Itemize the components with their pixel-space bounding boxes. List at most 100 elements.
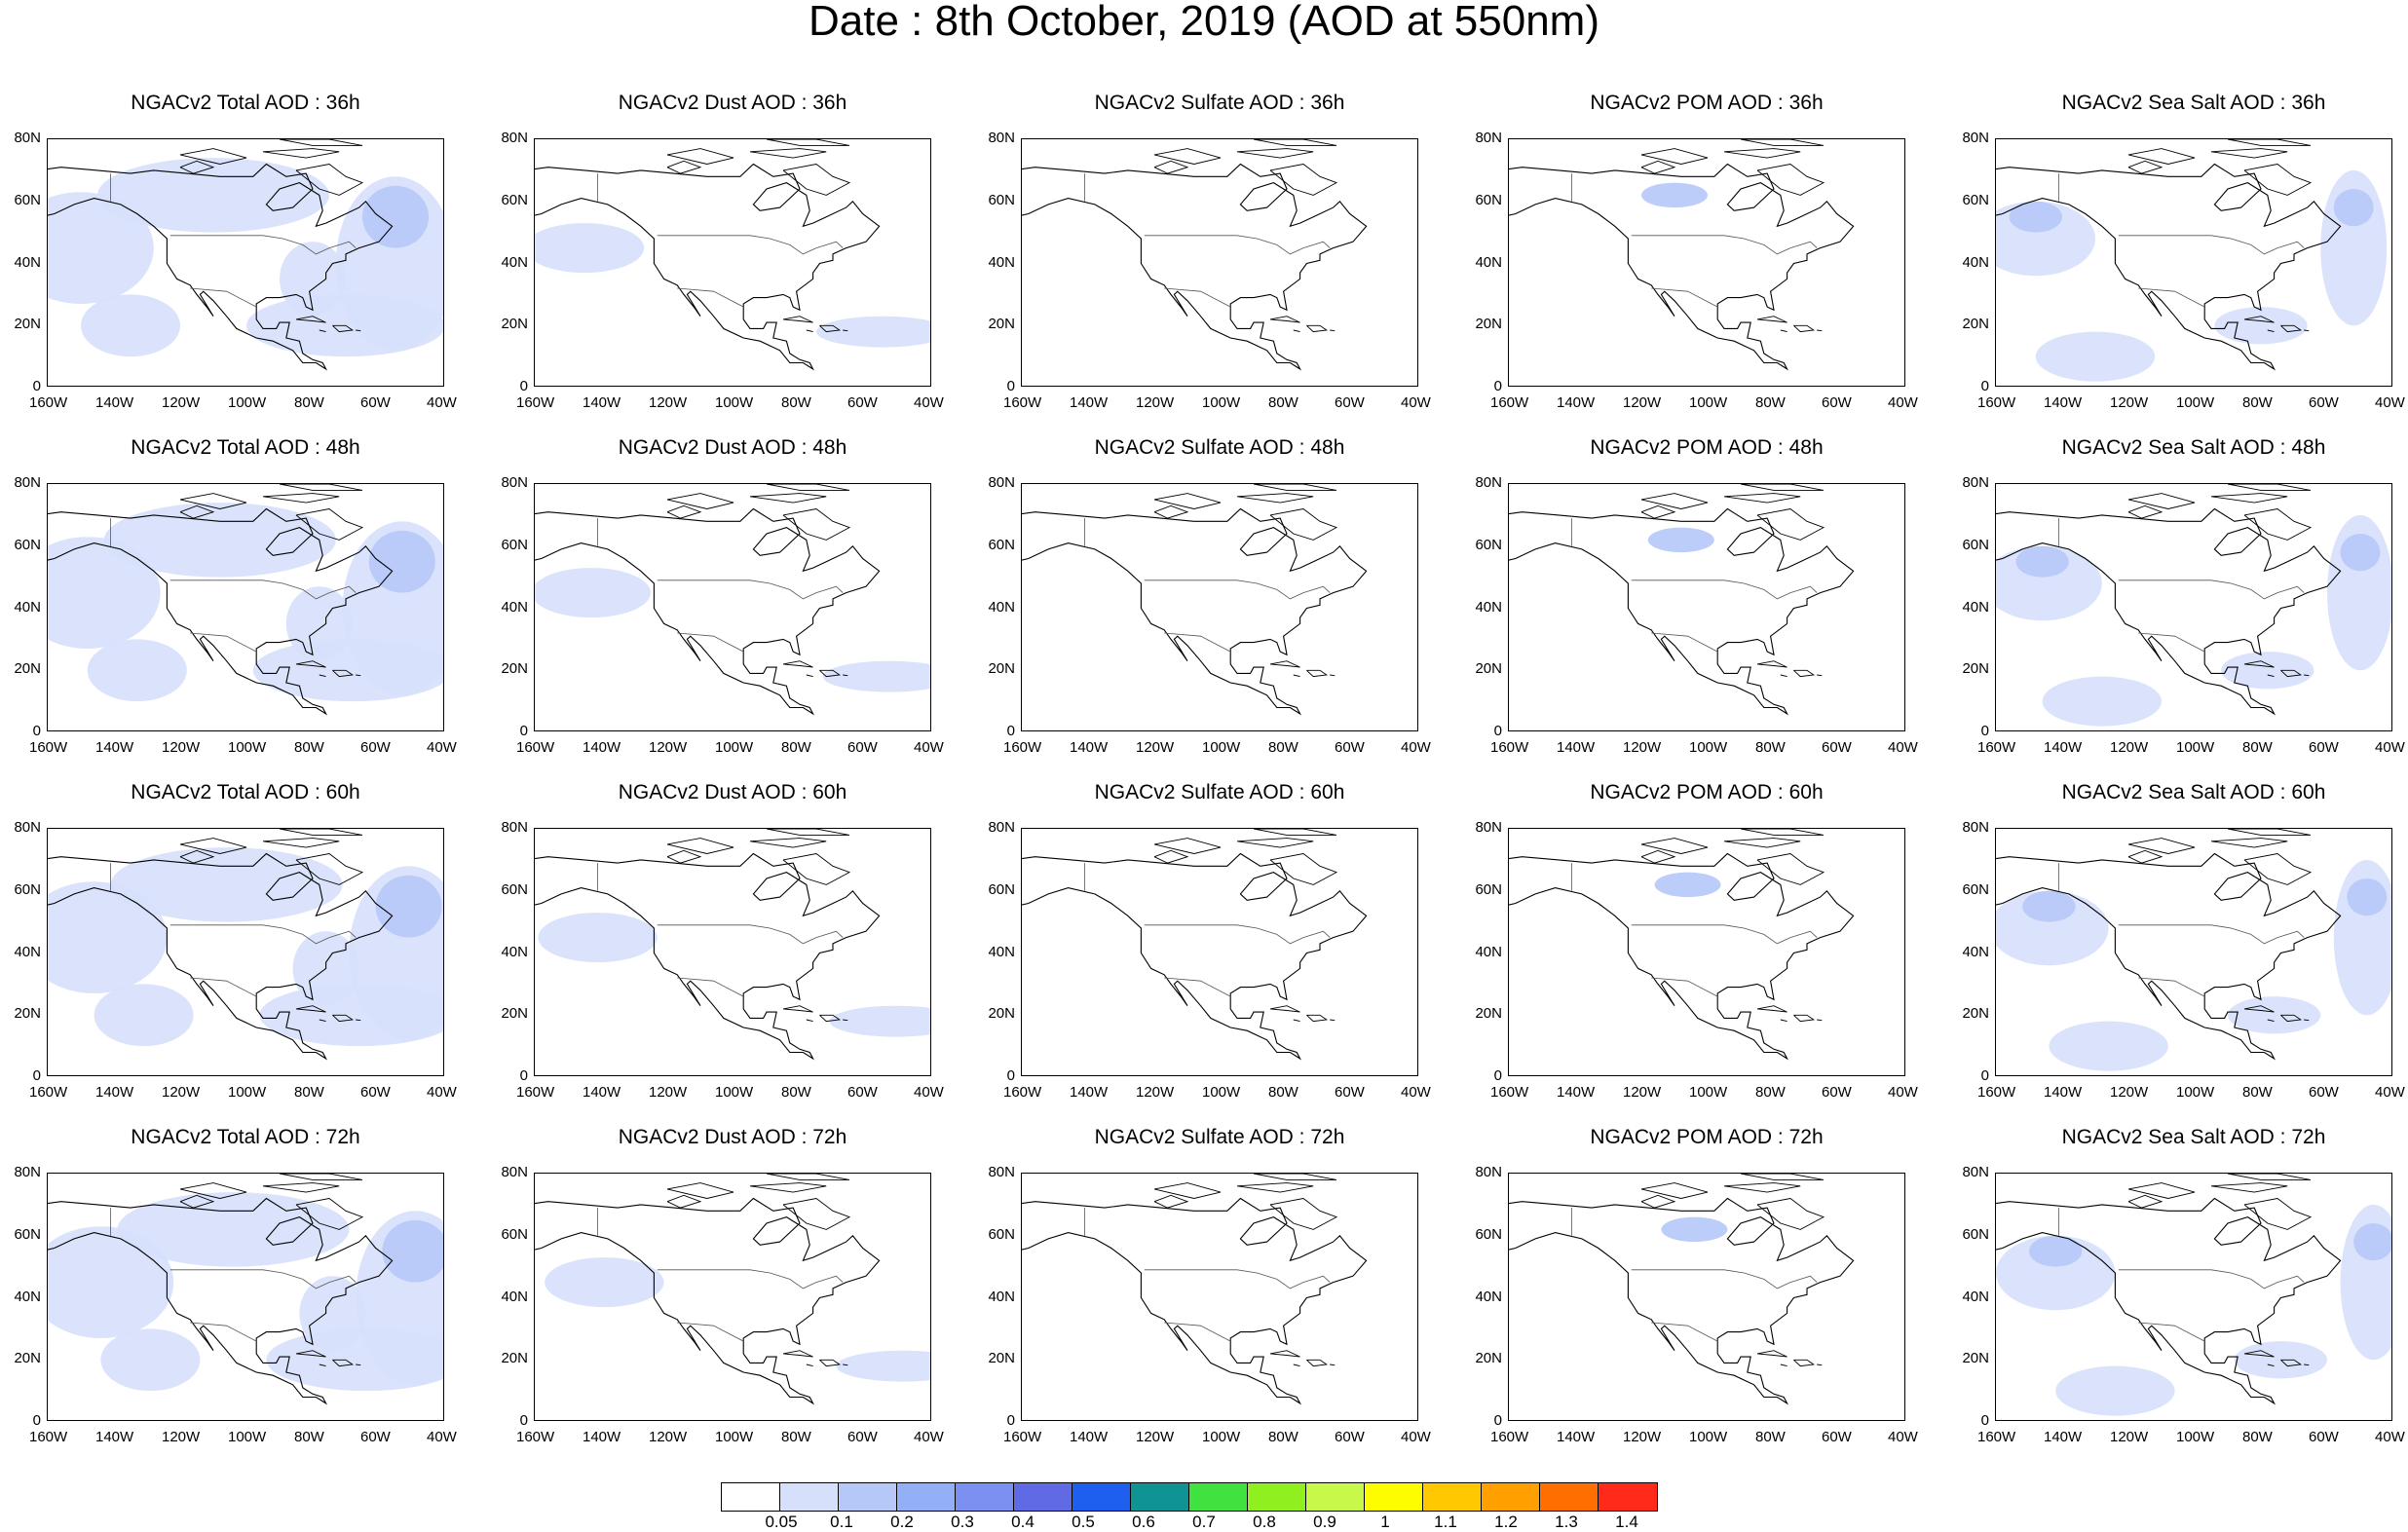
country-border <box>657 235 844 255</box>
coastline <box>2304 329 2310 332</box>
lon-tick-label: 60W <box>1335 394 1365 411</box>
aod-field-patch <box>2022 890 2076 922</box>
coastline <box>1306 1014 1329 1023</box>
coastline <box>1269 1198 1338 1230</box>
colorbar-label: 1.4 <box>1615 1513 1638 1531</box>
lon-tick-label: 80W <box>294 739 324 756</box>
coastline <box>1269 1350 1300 1358</box>
lat-tick-label: 20N <box>14 316 41 333</box>
lon-tick-label: 100W <box>2176 1084 2215 1101</box>
colorbar-swatch <box>1365 1483 1423 1511</box>
lat-tick-label: 0 <box>519 1067 528 1084</box>
coastline <box>2227 484 2312 491</box>
coastline <box>2227 139 2312 146</box>
lat-tick-label: 60N <box>1475 880 1502 898</box>
coastline <box>782 1005 813 1013</box>
panel-title: NGACv2 Dust AOD : 60h <box>618 781 847 803</box>
lat-tick-label: 60N <box>1475 191 1502 208</box>
lat-tick-label: 20N <box>1475 316 1502 333</box>
country-border <box>1631 924 1818 945</box>
coastline <box>279 1174 363 1180</box>
country-border <box>1144 579 1331 600</box>
panel-title: NGACv2 Dust AOD : 72h <box>618 1126 847 1148</box>
colorbar-label: 0.5 <box>1072 1513 1095 1531</box>
lat-tick-label: 60N <box>501 880 528 898</box>
lat-tick-label: 0 <box>1006 378 1015 394</box>
panel-title: NGACv2 Total AOD : 60h <box>131 781 360 803</box>
lat-tick-label: 80N <box>14 819 41 836</box>
coastline <box>1756 1005 1787 1013</box>
lon-tick-label: 120W <box>162 394 201 411</box>
coastline <box>1640 493 1709 509</box>
lat-tick-label: 60N <box>1475 536 1502 553</box>
lon-tick-label: 60W <box>2309 1429 2339 1445</box>
lon-tick-label: 80W <box>294 1429 324 1445</box>
coastline <box>2210 838 2288 848</box>
lat-tick-label: 0 <box>1006 1412 1015 1429</box>
coastline <box>666 504 702 519</box>
lat-tick-label: 40N <box>1475 943 1502 960</box>
lon-tick-label: 40W <box>2375 1429 2405 1445</box>
aod-field-patch <box>368 530 435 593</box>
aod-field-patch <box>829 1005 930 1037</box>
lon-tick-label: 160W <box>1490 1429 1529 1445</box>
country-border <box>657 924 844 945</box>
lon-tick-label: 80W <box>2242 394 2273 411</box>
lat-tick-label: 0 <box>32 1412 41 1429</box>
coastline <box>766 829 850 836</box>
aod-field-patch <box>822 660 930 692</box>
lon-tick-label: 100W <box>228 1429 267 1445</box>
lon-tick-label: 120W <box>2110 394 2149 411</box>
country-border <box>1144 1269 1331 1289</box>
country-border <box>2118 1269 2305 1289</box>
lon-tick-label: 140W <box>1070 1084 1109 1101</box>
colorbar-label: 1.2 <box>1494 1513 1518 1531</box>
lon-tick-label: 140W <box>95 394 134 411</box>
lon-tick-label: 120W <box>2110 1084 2149 1101</box>
lat-tick-label: 0 <box>1493 378 1502 394</box>
coastline <box>262 148 340 159</box>
colorbar-label: 0.1 <box>830 1513 853 1531</box>
coastline <box>1306 324 1329 333</box>
lon-tick-label: 80W <box>2242 1084 2273 1101</box>
coastline <box>1756 660 1787 668</box>
lon-tick-label: 140W <box>1557 1429 1596 1445</box>
coastline <box>806 329 813 333</box>
coastline <box>1780 1364 1787 1367</box>
lat-tick-label: 60N <box>1962 191 1989 208</box>
country-border <box>677 977 744 997</box>
aod-field-patch <box>252 639 443 702</box>
country-border <box>1164 287 1231 308</box>
colorbar-label: 0.4 <box>1011 1513 1035 1531</box>
lat-tick-label: 20N <box>1962 1005 1989 1023</box>
lat-tick-label: 60N <box>501 1225 528 1243</box>
country-border <box>169 924 357 945</box>
aod-field-patch <box>48 537 161 649</box>
coastline <box>2280 1359 2303 1367</box>
coastline <box>782 1198 851 1230</box>
coastline <box>766 484 850 491</box>
lon-tick-label: 120W <box>1623 1084 1662 1101</box>
aod-field-patch <box>94 984 194 1047</box>
lon-tick-label: 40W <box>2375 739 2405 756</box>
coastline <box>1780 329 1787 333</box>
lon-tick-label: 160W <box>29 1429 68 1445</box>
coastline <box>1253 1174 1337 1180</box>
aod-field-patch <box>2221 652 2314 690</box>
lat-tick-label: 40N <box>1475 253 1502 271</box>
country-border <box>1144 924 1331 945</box>
lon-tick-label: 140W <box>95 739 134 756</box>
lon-tick-label: 120W <box>162 1429 201 1445</box>
coastline <box>2267 1364 2275 1367</box>
lon-tick-label: 100W <box>2176 394 2215 411</box>
lat-tick-label: 80N <box>1475 1164 1502 1180</box>
coastline <box>2304 1019 2310 1022</box>
country-border <box>1651 287 1718 308</box>
lon-tick-label: 80W <box>2242 1429 2273 1445</box>
aod-map-pom <box>1508 828 1905 1076</box>
coastline <box>2210 1182 2288 1193</box>
lat-tick-label: 40N <box>501 1288 528 1305</box>
coastline <box>806 1019 813 1023</box>
lon-tick-label: 120W <box>2110 739 2149 756</box>
lat-tick-label: 20N <box>14 1005 41 1023</box>
